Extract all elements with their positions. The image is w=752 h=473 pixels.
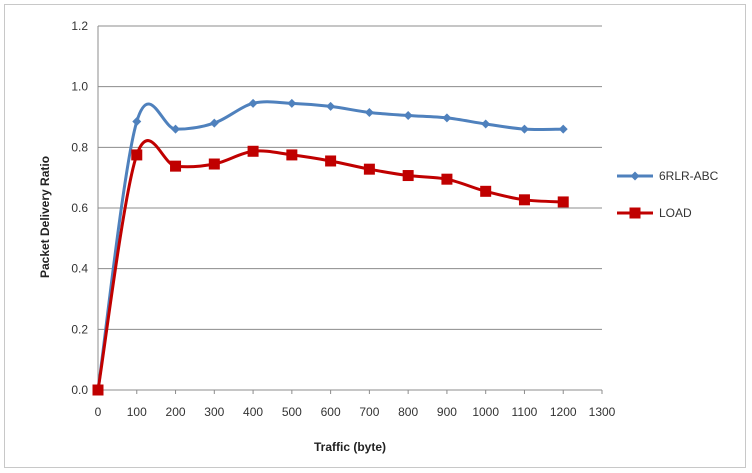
axes — [97, 26, 603, 394]
data-point — [402, 170, 414, 182]
x-tick-label: 900 — [437, 405, 457, 419]
data-point — [131, 149, 143, 161]
series-line — [96, 139, 564, 391]
x-tick-label: 300 — [204, 405, 224, 419]
data-point — [480, 185, 492, 197]
legend-label: 6RLR-ABC — [659, 169, 719, 183]
data-point — [518, 194, 530, 206]
data-point — [92, 384, 104, 396]
data-point — [403, 110, 413, 120]
y-tick-label: 1.0 — [71, 80, 88, 94]
y-tick-label: 0.0 — [71, 383, 88, 397]
x-tick-label: 1000 — [472, 405, 499, 419]
x-tick-labels: 0 100 200 300 400 500 600 700 800 900 1000 1100 1200… — [95, 405, 616, 419]
data-point — [364, 107, 374, 117]
line-chart: 0.0 0.2 0.4 0.6 0.8 1.0 1.2 0 100 200 300 400 500 60… — [38, 19, 719, 454]
legend-marker — [629, 207, 641, 219]
legend-entry: LOAD — [617, 206, 692, 220]
x-axis-title: Traffic (byte) — [314, 440, 386, 454]
data-point — [363, 163, 375, 175]
y-tick-label: 0.6 — [71, 201, 88, 215]
series-6rlr-abc — [93, 98, 568, 395]
legend-marker — [630, 171, 640, 181]
x-tick-label: 400 — [243, 405, 263, 419]
data-point — [325, 155, 337, 167]
data-point — [132, 117, 142, 127]
legend-label: LOAD — [659, 206, 692, 220]
x-tick-label: 1300 — [589, 405, 616, 419]
y-tick-label: 1.2 — [71, 19, 88, 33]
data-point — [208, 158, 220, 170]
data-point — [441, 173, 453, 185]
x-tick-label: 1100 — [512, 405, 538, 419]
x-tick-label: 200 — [166, 405, 186, 419]
data-point — [442, 113, 452, 123]
y-tick-labels: 0.0 0.2 0.4 0.6 0.8 1.0 1.2 — [71, 19, 88, 397]
x-tick-label: 0 — [95, 405, 102, 419]
series-load — [92, 139, 569, 396]
data-point — [519, 124, 529, 134]
data-point — [170, 160, 182, 172]
x-tick-label: 700 — [359, 405, 379, 419]
series — [92, 98, 569, 396]
y-tick-label: 0.2 — [71, 322, 88, 336]
x-tick-label: 1200 — [550, 405, 577, 419]
data-point — [287, 98, 297, 108]
data-point — [247, 145, 259, 157]
chart-frame: 0.0 0.2 0.4 0.6 0.8 1.0 1.2 0 100 200 300 400 500 60… — [4, 4, 746, 468]
data-point — [557, 196, 569, 208]
data-point — [209, 118, 219, 128]
data-point — [481, 119, 491, 129]
legend: 6RLR-ABC LOAD — [617, 169, 719, 220]
data-point — [286, 149, 298, 161]
series-line — [96, 100, 564, 391]
x-tick-label: 800 — [398, 405, 418, 419]
gridlines — [98, 25, 602, 330]
x-tick-label: 100 — [127, 405, 147, 419]
data-point — [326, 101, 336, 111]
x-tick-label: 500 — [282, 405, 302, 419]
y-tick-label: 0.8 — [71, 140, 88, 154]
x-tick-label: 600 — [321, 405, 341, 419]
data-point — [171, 124, 181, 134]
data-point — [558, 124, 568, 134]
y-axis-title: Packet Delivery Ratio — [38, 156, 52, 278]
legend-entry: 6RLR-ABC — [617, 169, 719, 183]
y-tick-label: 0.4 — [71, 262, 88, 276]
data-point — [248, 98, 258, 108]
